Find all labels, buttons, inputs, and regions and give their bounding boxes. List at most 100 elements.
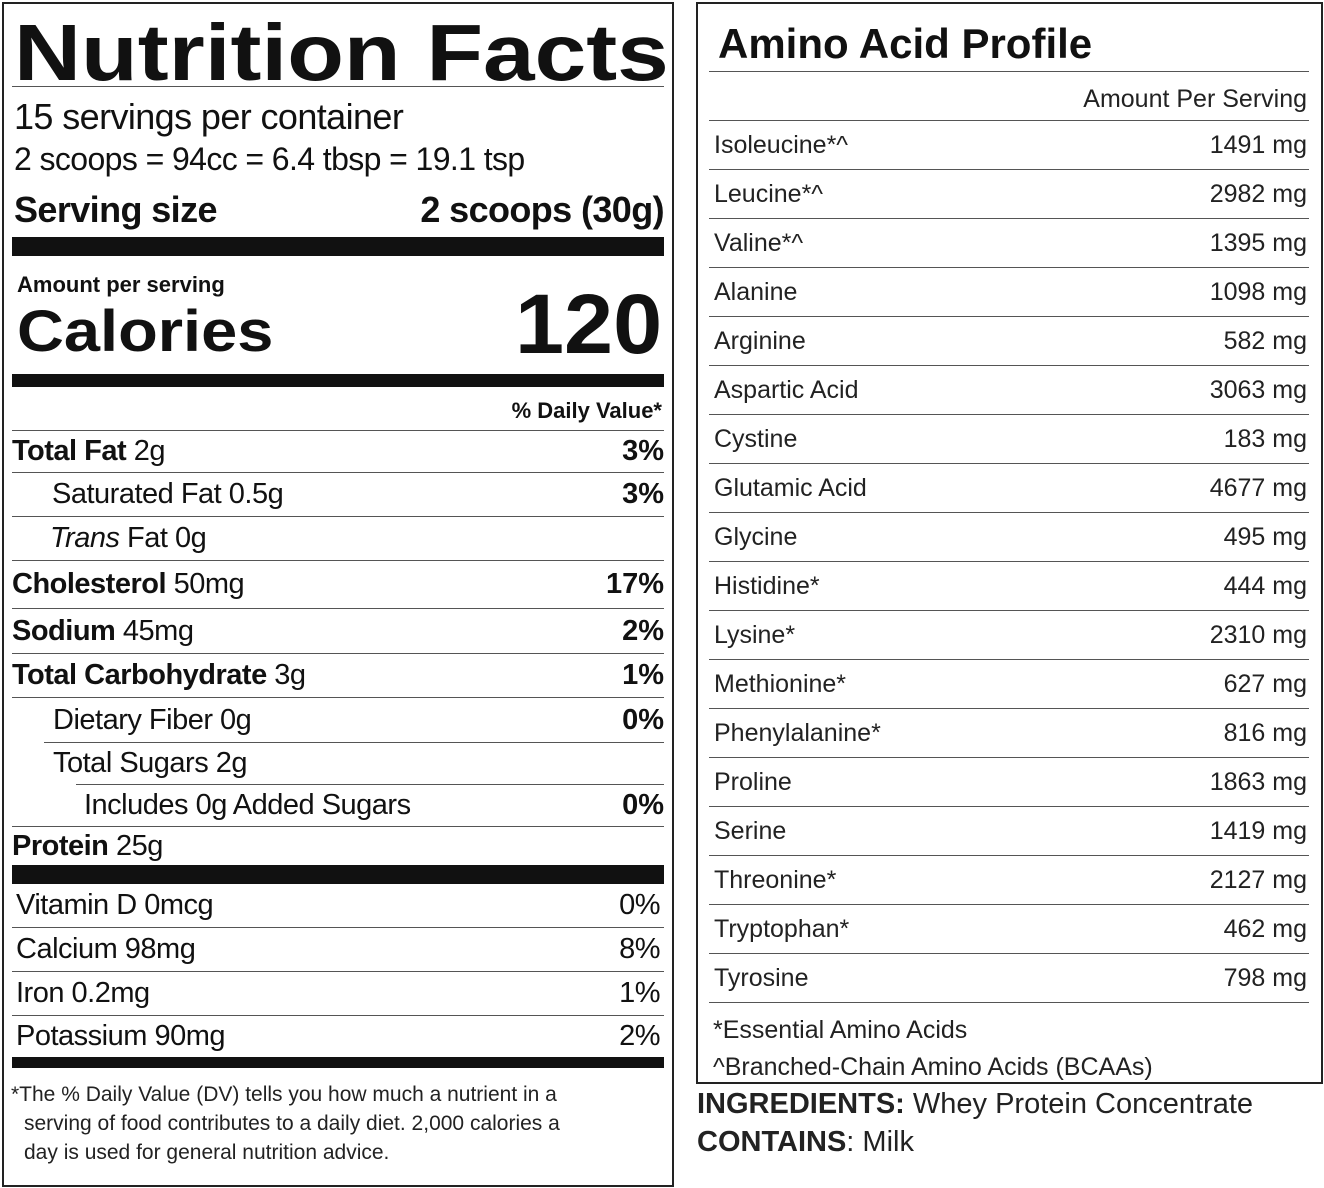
amino-row: Leucine*^ 2982 mg [709, 170, 1309, 219]
vitamin-dv: 8% [619, 933, 660, 965]
amount-per-serving-header: Amount Per Serving [1083, 85, 1307, 113]
calories-label-text: Calories [17, 299, 274, 364]
nutrient-name: Cholesterol [12, 568, 167, 600]
amino-name: Serine [714, 816, 787, 845]
nutrient-row-trans-fat: Trans Fat 0g [12, 517, 664, 561]
nutrient-amount: 45mg [122, 614, 194, 647]
amino-acid-panel: Amino Acid Profile Amount Per Serving Is… [696, 2, 1323, 1084]
amino-name: Glutamic Acid [714, 473, 867, 502]
amino-amount: 444 mg [1223, 571, 1307, 600]
nutrient-amount: 25g [115, 829, 163, 862]
amino-amount: 2127 mg [1209, 865, 1307, 894]
amino-amount: 495 mg [1223, 522, 1307, 551]
ingredients-value: Whey Protein Concentrate [912, 1088, 1254, 1120]
amino-name: Alanine [714, 277, 798, 306]
amino-amount: 1491 mg [1209, 130, 1307, 159]
nutrient-dv: 3% [622, 435, 664, 467]
nutrient-row-total-carbohydrate: Total Carbohydrate 3g 1% [12, 654, 664, 698]
contains-label: CONTAINS [697, 1126, 847, 1158]
amino-row: Threonine* 2127 mg [709, 856, 1309, 905]
nutrient-name: Total Carbohydrate [12, 659, 267, 691]
vitamin-name: Calcium 98mg [16, 933, 196, 965]
daily-value-header: % Daily Value* [511, 398, 662, 423]
calories-value-text: 120 [514, 277, 662, 371]
amino-amount: 4677 mg [1209, 473, 1307, 502]
amino-name: Aspartic Acid [714, 375, 859, 404]
amino-row: Phenylalanine* 816 mg [709, 709, 1309, 758]
vitamin-row: Iron 0.2mg 1% [12, 972, 664, 1016]
daily-value-footnote: *The % Daily Value (DV) tells you how mu… [11, 1080, 560, 1167]
amino-row: Methionine* 627 mg [709, 660, 1309, 709]
amino-amount: 1098 mg [1209, 277, 1307, 306]
amino-row: Proline 1863 mg [709, 758, 1309, 807]
nutrient-name: Sodium [12, 614, 116, 647]
nutrient-dv: 0% [622, 789, 664, 821]
amino-row: Glutamic Acid 4677 mg [709, 464, 1309, 513]
ingredients-line: INGREDIENTS: Whey Protein Concentrate [697, 1088, 1253, 1121]
amino-amount: 627 mg [1223, 669, 1307, 698]
nutrient-amount: 3g [274, 659, 306, 691]
amino-amount: 3063 mg [1209, 375, 1307, 404]
contains-line: CONTAINS: Milk [697, 1126, 914, 1159]
amino-name: Methionine* [714, 669, 847, 698]
footnote-line: *The % Daily Value (DV) tells you how mu… [11, 1083, 557, 1106]
nutrient-row-total-sugars: Total Sugars 2g [53, 743, 664, 785]
contains-value: : Milk [846, 1126, 914, 1158]
nutrition-title-text: Nutrition Facts [14, 8, 669, 97]
amino-amount: 183 mg [1223, 424, 1307, 453]
amino-name: Histidine* [714, 571, 820, 600]
nutrient-row-total-fat: Total Fat 2g 3% [12, 431, 664, 473]
amino-name: Valine*^ [714, 228, 804, 257]
vitamin-name: Vitamin D 0mcg [16, 889, 214, 921]
nutrient-amount: 2g [133, 435, 166, 467]
nutrient-name: Saturated Fat 0.5g [52, 478, 284, 510]
calories-value: 120 [515, 276, 662, 373]
amino-amount: 816 mg [1223, 718, 1307, 747]
amino-row: Tryptophan* 462 mg [709, 905, 1309, 954]
nutrient-dv: 3% [622, 478, 664, 510]
vitamin-row: Vitamin D 0mcg 0% [12, 884, 664, 928]
amino-name: Tyrosine [714, 963, 809, 992]
amino-amount: 2982 mg [1209, 179, 1307, 208]
divider [709, 71, 1309, 72]
nutrient-dv: 0% [622, 703, 664, 736]
amino-name: Cystine [714, 424, 798, 453]
vitamin-dv: 1% [619, 977, 660, 1009]
vitamin-dv: 0% [619, 889, 660, 921]
nutrient-name: Total Sugars 2g [53, 747, 248, 779]
ingredients-label: INGREDIENTS: [697, 1088, 905, 1120]
nutrient-dv: 2% [622, 614, 664, 647]
nutrient-row-dietary-fiber: Dietary Fiber 0g 0% [44, 698, 664, 743]
amount-per-serving: Amount per serving [17, 272, 225, 297]
amino-name: Phenylalanine* [714, 718, 881, 747]
amino-title: Amino Acid Profile [718, 20, 1093, 67]
amino-row: Tyrosine 798 mg [709, 954, 1309, 1003]
amino-amount: 1419 mg [1209, 816, 1307, 845]
amino-row: Aspartic Acid 3063 mg [709, 366, 1309, 415]
nutrient-name: Total Fat [12, 435, 127, 467]
calories-label: Calories [17, 298, 273, 365]
amino-row: Lysine* 2310 mg [709, 611, 1309, 660]
amino-name: Glycine [714, 522, 798, 551]
nutrient-row-added-sugars: Includes 0g Added Sugars 0% [12, 785, 664, 827]
amino-row: Glycine 495 mg [709, 513, 1309, 562]
nutrient-row-protein: Protein 25g [12, 827, 664, 865]
amino-row: Arginine 582 mg [709, 317, 1309, 366]
amino-amount: 798 mg [1223, 963, 1307, 992]
footnote-line: serving of food contributes to a daily d… [24, 1112, 560, 1135]
vitamin-name: Iron 0.2mg [16, 977, 150, 1009]
servings-per-container: 15 servings per container [14, 96, 404, 137]
nutrient-amount: 50mg [173, 568, 245, 600]
nutrient-name: Protein [12, 829, 109, 862]
nutrition-facts-panel: Nutrition Facts 15 servings per containe… [2, 2, 674, 1187]
nutrition-title: Nutrition Facts [14, 8, 669, 98]
amino-row: Histidine* 444 mg [709, 562, 1309, 611]
thick-divider [12, 237, 664, 256]
vitamin-row: Potassium 90mg 2% [12, 1016, 664, 1057]
amino-name: Threonine* [714, 865, 837, 894]
amino-amount: 1395 mg [1209, 228, 1307, 257]
amino-name: Arginine [714, 326, 806, 355]
amino-amount: 582 mg [1223, 326, 1307, 355]
amino-row: Cystine 183 mg [709, 415, 1309, 464]
vitamin-row: Calcium 98mg 8% [12, 928, 664, 972]
